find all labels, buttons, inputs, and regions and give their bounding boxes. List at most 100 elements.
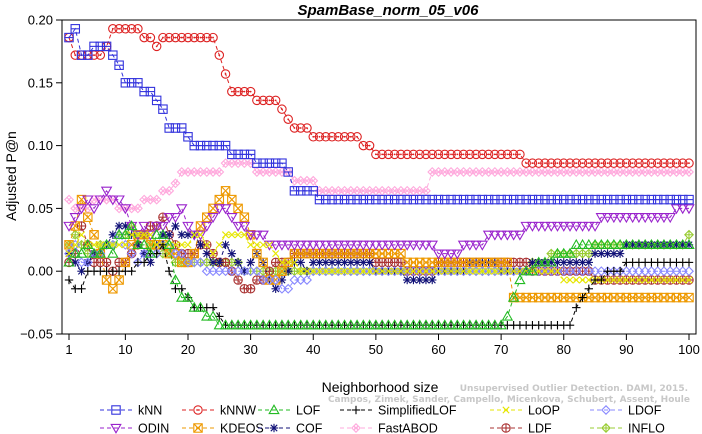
data-point xyxy=(514,230,526,241)
y-tick-label: 0.10 xyxy=(28,138,53,153)
legend-item-kdeos: KDEOS xyxy=(182,422,264,434)
data-point xyxy=(170,32,181,43)
data-point xyxy=(426,319,438,330)
data-point xyxy=(188,301,201,312)
data-point xyxy=(151,95,162,106)
data-point xyxy=(277,104,287,114)
legend-label: FastABOD xyxy=(378,422,438,434)
data-point xyxy=(64,194,74,205)
data-point xyxy=(378,267,386,275)
data-point xyxy=(432,249,445,260)
data-point xyxy=(244,230,257,241)
data-point xyxy=(684,158,694,168)
data-point xyxy=(584,158,594,168)
watermark-citation-line2: Campos, Zimek, Sander, Campello, Micenko… xyxy=(328,395,690,405)
data-point xyxy=(615,158,625,168)
legend-marker xyxy=(601,423,611,433)
data-point xyxy=(195,32,206,43)
data-point xyxy=(126,24,137,34)
data-point xyxy=(422,267,430,275)
data-point xyxy=(226,319,238,330)
data-point xyxy=(383,149,394,160)
y-tick-label: 0.00 xyxy=(28,264,53,279)
x-tick-label: 70 xyxy=(494,342,508,357)
data-point xyxy=(533,158,544,168)
data-point xyxy=(572,303,581,312)
data-point xyxy=(376,319,388,330)
data-point xyxy=(501,310,514,321)
data-point xyxy=(526,265,539,276)
data-point xyxy=(220,140,231,151)
series-knnw xyxy=(64,24,694,168)
data-point xyxy=(132,238,144,249)
data-point xyxy=(227,249,237,258)
data-point xyxy=(208,303,218,312)
data-point xyxy=(138,221,150,232)
data-point xyxy=(282,319,294,330)
data-point xyxy=(496,149,506,160)
data-point xyxy=(227,194,237,205)
data-point xyxy=(465,149,475,160)
data-point xyxy=(684,292,694,303)
data-point xyxy=(466,267,474,275)
data-point xyxy=(176,248,187,259)
data-point xyxy=(150,228,163,239)
data-point xyxy=(427,149,437,160)
data-point xyxy=(270,275,281,285)
data-point xyxy=(389,149,400,160)
data-point xyxy=(622,276,630,284)
data-point xyxy=(520,221,532,232)
data-point xyxy=(507,291,520,302)
data-point xyxy=(164,32,174,43)
data-point xyxy=(585,276,593,284)
data-point xyxy=(684,229,694,240)
data-point xyxy=(326,319,338,330)
data-point xyxy=(157,228,169,239)
data-point xyxy=(120,257,131,268)
data-point xyxy=(615,267,625,276)
data-point xyxy=(139,258,149,267)
data-point xyxy=(158,240,168,250)
data-point xyxy=(551,221,564,232)
data-point xyxy=(414,149,425,160)
data-point xyxy=(284,258,292,266)
data-point xyxy=(202,212,212,222)
data-point xyxy=(245,158,256,169)
data-point xyxy=(359,267,367,275)
data-point xyxy=(101,275,112,285)
data-point xyxy=(552,166,563,177)
data-point xyxy=(364,140,375,151)
data-point xyxy=(327,258,337,267)
data-point xyxy=(470,319,482,330)
data-point xyxy=(114,60,124,70)
data-point xyxy=(276,319,288,330)
data-point xyxy=(163,213,175,224)
data-point xyxy=(439,249,451,260)
data-point xyxy=(114,275,124,285)
data-point xyxy=(676,238,689,249)
data-point xyxy=(100,186,113,197)
x-tick-label: 30 xyxy=(243,342,257,357)
data-point xyxy=(302,123,312,133)
data-point xyxy=(658,213,670,224)
data-point xyxy=(545,221,557,232)
data-point xyxy=(633,213,645,224)
data-point xyxy=(584,258,593,267)
data-point xyxy=(100,238,113,249)
data-point xyxy=(590,158,600,168)
legend-item-fastabod: FastABOD xyxy=(340,422,438,434)
data-point xyxy=(577,158,588,168)
data-point xyxy=(459,267,468,275)
data-point xyxy=(476,319,489,330)
data-point xyxy=(483,166,494,177)
data-point xyxy=(464,240,476,251)
data-point xyxy=(614,238,626,249)
data-point xyxy=(163,238,175,249)
data-point xyxy=(584,284,593,293)
data-point xyxy=(402,149,412,160)
data-point xyxy=(432,319,445,330)
data-point xyxy=(301,240,313,251)
data-point xyxy=(201,166,212,177)
data-point xyxy=(571,158,582,168)
data-point xyxy=(595,238,608,249)
